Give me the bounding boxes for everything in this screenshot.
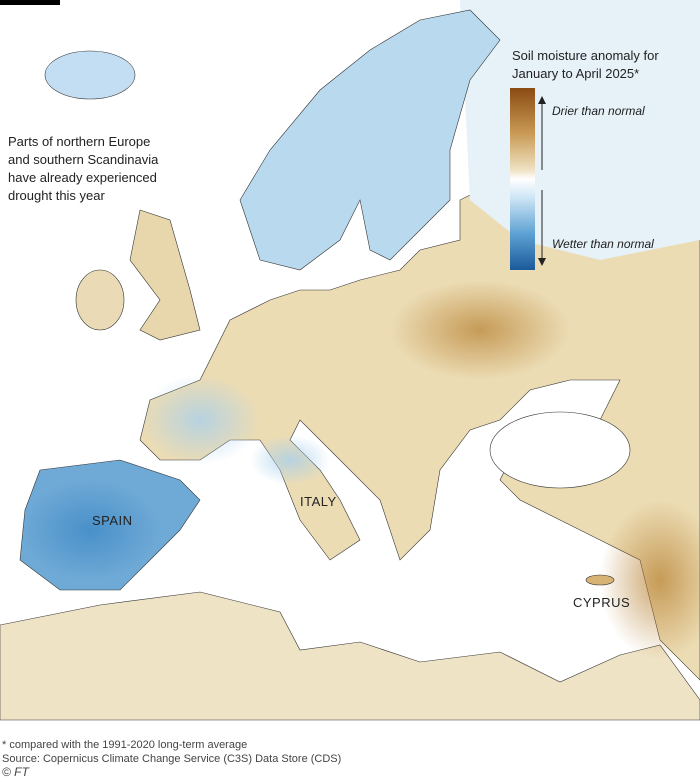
- wet-italy: [250, 435, 330, 485]
- dry-levant: [600, 500, 700, 660]
- dry-east: [390, 280, 570, 380]
- country-label: ITALY: [300, 494, 337, 509]
- annotation-line: drought this year: [8, 188, 106, 203]
- legend-high: Drier than normal: [552, 104, 645, 118]
- country-label: SPAIN: [92, 513, 133, 528]
- legend-title: Soil moisture anomaly for: [512, 48, 659, 63]
- annotation-line: and southern Scandinavia: [8, 152, 159, 167]
- color-scale: [510, 88, 535, 270]
- footnote: * compared with the 1991-2020 long-term …: [2, 739, 247, 751]
- annotation: Parts of northern Europe and southern Sc…: [8, 134, 159, 203]
- source: Source: Copernicus Climate Change Servic…: [2, 753, 341, 765]
- wet-france: [140, 375, 260, 465]
- iceland: [44, 50, 136, 100]
- cyprus: [585, 574, 615, 586]
- ireland: [75, 269, 125, 331]
- legend-low: Wetter than normal: [552, 237, 654, 251]
- legend: Soil moisture anomaly for January to Apr…: [510, 48, 659, 270]
- brand-bar: [0, 0, 60, 5]
- north-africa: [0, 591, 700, 721]
- annotation-line: Parts of northern Europe: [8, 134, 150, 149]
- britain: [129, 209, 201, 341]
- scandinavia: [239, 9, 501, 271]
- black-sea: [489, 411, 631, 489]
- country-label: CYPRUS: [573, 595, 630, 610]
- arrow-head: [538, 258, 546, 266]
- wet-spain: [20, 480, 160, 580]
- arrow-head: [538, 96, 546, 104]
- credit: © FT: [2, 765, 31, 779]
- legend-title: January to April 2025*: [512, 66, 639, 81]
- annotation-line: have already experienced: [8, 170, 157, 185]
